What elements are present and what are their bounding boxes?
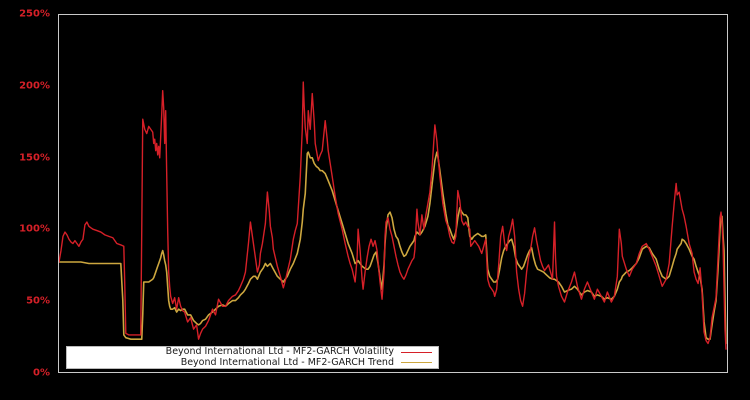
y-tick-250: 250%: [19, 8, 50, 20]
y-tick-150: 150%: [19, 152, 50, 164]
y-tick-0: 0%: [33, 367, 50, 379]
y-tick-100: 100%: [19, 223, 50, 235]
legend-row-volatility: Beyond International Ltd - MF2-GARCH Vol…: [67, 347, 438, 357]
trend-line: [59, 151, 727, 345]
line-chart: [59, 81, 727, 350]
legend: Beyond International Ltd - MF2-GARCH Vol…: [66, 346, 439, 369]
legend-label-volatility: Beyond International Ltd - MF2-GARCH Vol…: [165, 346, 394, 358]
legend-label-trend: Beyond International Ltd - MF2-GARCH Tre…: [180, 356, 394, 368]
y-tick-50: 50%: [26, 295, 50, 307]
legend-line-sample-trend: [401, 362, 432, 364]
legend-row-trend: Beyond International Ltd - MF2-GARCH Tre…: [67, 356, 438, 368]
legend-line-sample-volatility: [401, 351, 432, 353]
plot-area: [58, 14, 728, 373]
y-tick-200: 200%: [19, 80, 50, 92]
volatility-line: [59, 81, 727, 350]
